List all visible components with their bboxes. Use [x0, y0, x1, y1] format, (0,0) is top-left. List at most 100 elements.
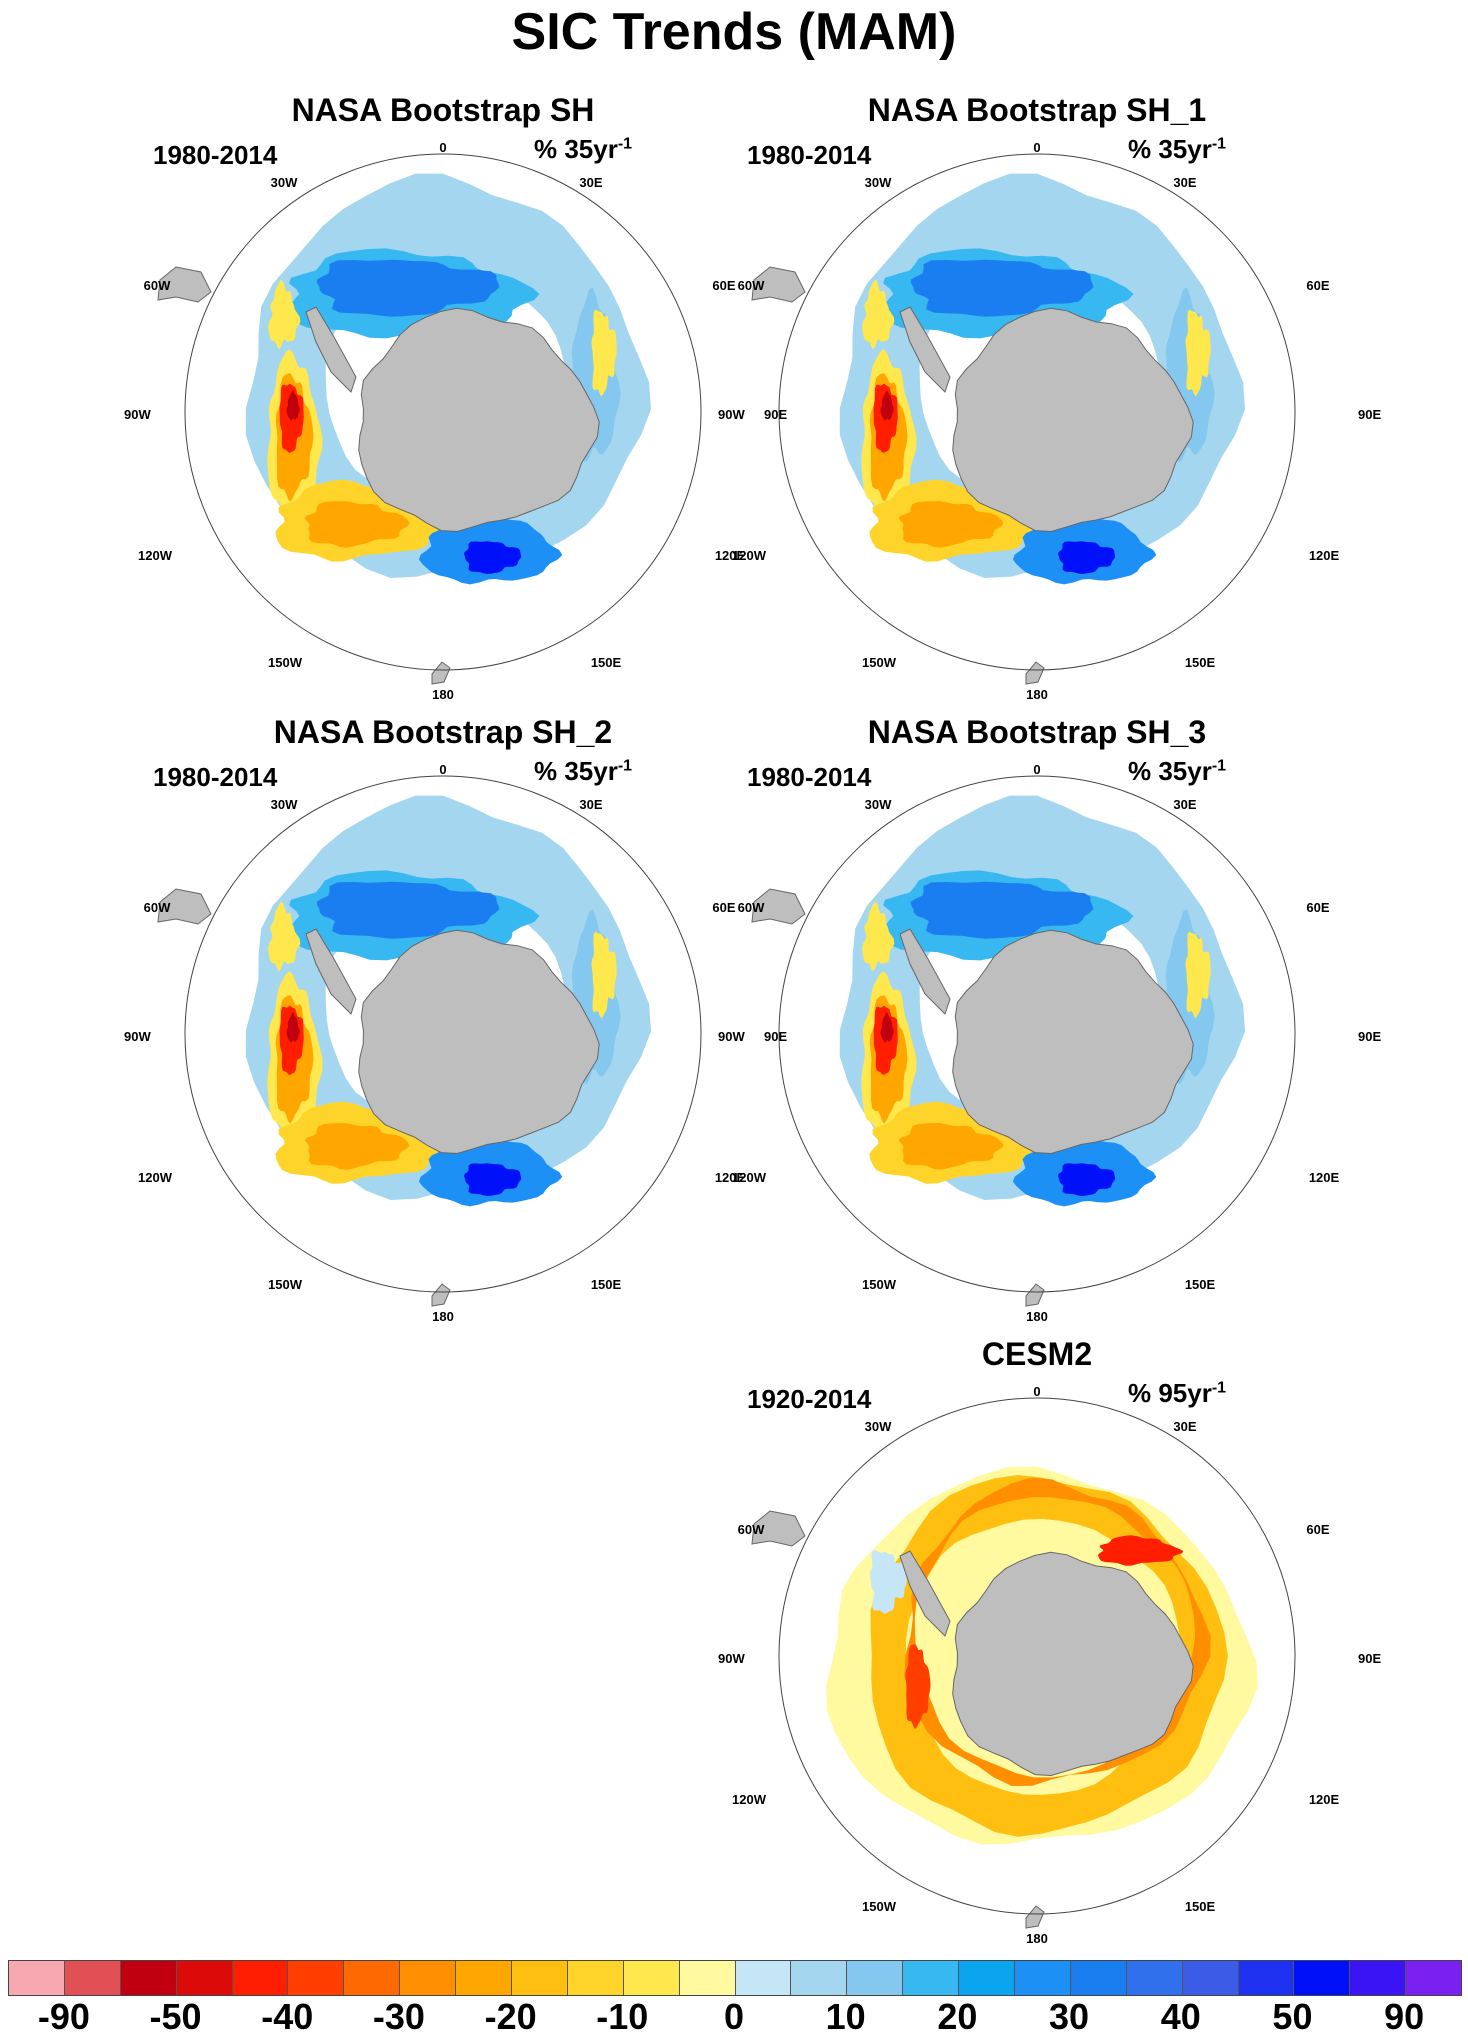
panel-nasa-bootstrap-sh: NASA Bootstrap SH 1980-2014 % 35yr-1 0 30… [124, 92, 787, 702]
longitude-label: 30W [865, 1419, 892, 1434]
polar-map: 0 30E 60E 90E 120E 150E 180 150W 120W 90W 60W 30W [124, 762, 787, 1324]
longitude-label: 60E [1306, 900, 1329, 915]
polar-map: 0 30E 60E 90E 120E 150E 180 150W 120W 90W 60W 30W [718, 140, 1381, 702]
panel-period: 1980-2014 [153, 140, 278, 170]
longitude-label: 60E [712, 278, 735, 293]
colorbar-tick-label: -40 [261, 1996, 314, 2037]
colorbar-cell [791, 1961, 848, 1995]
longitude-label: 30W [271, 175, 298, 190]
panel-nasa-bootstrap-sh-2: NASA Bootstrap SH_2 1980-2014 % 35yr-1 0… [124, 714, 787, 1324]
colorbar-cell [176, 1961, 233, 1995]
colorbar-tick-label: -10 [596, 1996, 649, 2037]
south-america-tip [751, 1510, 806, 1547]
colorbar [8, 1960, 1462, 1996]
panel-units: % 35yr-1 [534, 134, 633, 164]
longitude-label: 0 [1033, 1384, 1040, 1399]
colorbar-tick-label: 20 [937, 1996, 978, 2037]
colorbar-cell [1294, 1961, 1351, 1995]
sea-ice-trend-contour [1185, 309, 1211, 397]
longitude-label: 90W [124, 1029, 151, 1044]
longitude-label: 0 [439, 140, 446, 155]
panel-period: 1980-2014 [747, 762, 872, 792]
new-zealand-fragment [1025, 1905, 1045, 1929]
longitude-label: 0 [1033, 762, 1040, 777]
antarctic-peninsula [899, 306, 951, 393]
longitude-label: 180 [432, 1309, 454, 1324]
longitude-label: 150E [1185, 655, 1216, 670]
colorbar-tick-label: 30 [1049, 1996, 1090, 2037]
sea-ice-trend-contour [1058, 1163, 1116, 1196]
longitude-label: 180 [1026, 1309, 1048, 1324]
longitude-label: 90E [1358, 407, 1381, 422]
colorbar-cell [1015, 1961, 1071, 1995]
longitude-label: 90E [764, 1029, 787, 1044]
panel-units: % 95yr-1 [1128, 1378, 1227, 1408]
panel-period: 1980-2014 [747, 140, 872, 170]
colorbar-cell [344, 1961, 401, 1995]
longitude-label: 30E [1173, 797, 1196, 812]
sea-ice-trend-contour [268, 901, 301, 972]
sea-ice-trend-contour [316, 881, 500, 939]
longitude-label: 90E [1358, 1029, 1381, 1044]
longitude-label: 120E [715, 548, 746, 563]
sea-ice-trend-contour [862, 901, 895, 972]
sea-ice-trend-contour [464, 1163, 522, 1196]
colorbar-cell [623, 1961, 680, 1995]
longitude-label: 60W [738, 278, 765, 293]
longitude-label: 90E [1358, 1651, 1381, 1666]
map-boundary-circle [184, 775, 702, 1293]
sea-ice-trend-contour [304, 501, 410, 548]
colorbar-cell [1070, 1961, 1127, 1995]
colorbar-cell [847, 1961, 904, 1995]
colorbar-cell [9, 1961, 65, 1995]
longitude-label: 120W [732, 1792, 767, 1807]
longitude-label: 180 [432, 687, 454, 702]
sea-ice-trend-contour [880, 390, 894, 421]
map-boundary-circle [778, 775, 1296, 1293]
longitude-label: 150W [862, 655, 897, 670]
panel-period: 1980-2014 [153, 762, 278, 792]
sea-ice-trend-contour [591, 309, 617, 397]
longitude-label: 60E [712, 900, 735, 915]
antarctica-landmass [952, 1551, 1194, 1777]
south-america-tip [751, 266, 806, 303]
longitude-label: 60W [144, 278, 171, 293]
colorbar-cell [456, 1961, 513, 1995]
sea-ice-trend-contour [464, 541, 522, 574]
longitude-label: 90E [764, 407, 787, 422]
longitude-label: 60W [738, 900, 765, 915]
antarctic-peninsula [899, 928, 951, 1015]
colorbar-cell [288, 1961, 345, 1995]
south-america-tip [157, 888, 212, 925]
longitude-label: 150W [268, 655, 303, 670]
longitude-label: 30E [1173, 175, 1196, 190]
sea-ice-trend-contour [910, 259, 1094, 317]
longitude-label: 150W [268, 1277, 303, 1292]
panel-title: NASA Bootstrap SH_1 [867, 92, 1207, 128]
longitude-label: 90W [718, 1651, 745, 1666]
sea-ice-trend-contour [910, 881, 1094, 939]
longitude-label: 180 [1026, 687, 1048, 702]
panel-title: NASA Bootstrap SH [291, 92, 595, 128]
sea-ice-trend-contour [591, 931, 617, 1019]
panel-units: % 35yr-1 [1128, 134, 1227, 164]
longitude-label: 120W [732, 548, 767, 563]
longitude-label: 30W [865, 797, 892, 812]
colorbar-tick-label: -20 [484, 1996, 537, 2037]
longitude-label: 120W [138, 548, 173, 563]
new-zealand-fragment [1025, 661, 1045, 685]
longitude-label: 120E [1309, 1170, 1340, 1185]
panel-nasa-bootstrap-sh-1: NASA Bootstrap SH_1 1980-2014 % 35yr-1 0… [718, 92, 1381, 702]
map-boundary-circle [778, 153, 1296, 671]
panel-title: CESM2 [981, 1336, 1093, 1372]
colorbar-cell [400, 1961, 457, 1995]
longitude-label: 150E [1185, 1899, 1216, 1914]
figure-title: SIC Trends (MAM) [511, 3, 957, 61]
colorbar-cell [1350, 1961, 1407, 1995]
sea-ice-trend-contour [316, 259, 500, 317]
longitude-label: 60W [738, 1522, 765, 1537]
longitude-label: 60W [144, 900, 171, 915]
longitude-label: 30E [1173, 1419, 1196, 1434]
longitude-label: 120E [1309, 1792, 1340, 1807]
longitude-label: 30W [865, 175, 892, 190]
